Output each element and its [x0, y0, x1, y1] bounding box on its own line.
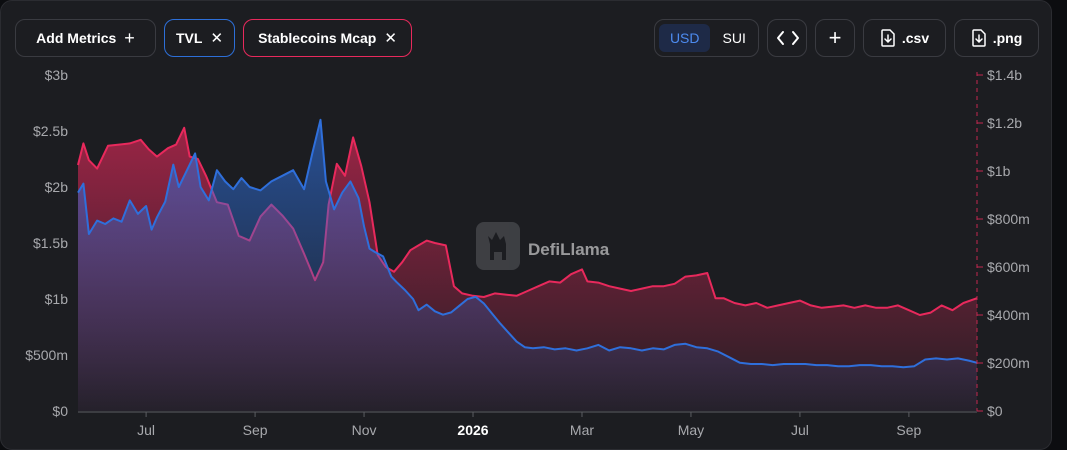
y-left-tick-label: $1b [45, 291, 69, 307]
add-metrics-label: Add Metrics [36, 30, 117, 46]
x-tick-label: Sep [243, 422, 268, 438]
y-left-tick-label: $2b [45, 179, 69, 195]
series-line-stable [77, 126, 978, 316]
y-right-tick-label: $200m [987, 355, 1030, 371]
plus-icon: + [828, 25, 842, 50]
csv-label: .csv [901, 30, 930, 46]
page-scrollbar[interactable] [1052, 0, 1067, 450]
y-right-tick-label: $800m [987, 211, 1030, 227]
y-right-tick-label: $600m [987, 259, 1030, 275]
x-tick-label: Mar [570, 422, 594, 438]
download-png-button[interactable]: .png [954, 19, 1039, 57]
plus-icon: + [124, 28, 135, 48]
y-right-tick-label: $0 [987, 403, 1003, 419]
close-icon[interactable]: ✕ [210, 29, 224, 47]
png-label: .png [992, 30, 1023, 46]
add-chart-button[interactable]: + [815, 19, 855, 57]
close-icon[interactable]: ✕ [384, 29, 397, 47]
currency-sui-option[interactable]: SUI [722, 30, 746, 46]
chart-toolbar: Add Metrics + TVL ✕ Stablecoins Mcap ✕ U… [0, 0, 1052, 62]
y-left-tick-label: $500m [25, 347, 68, 363]
defillama-watermark: DefiLlama [476, 222, 610, 270]
x-tick-label: Jul [791, 422, 809, 438]
x-tick-label: 2026 [457, 422, 488, 438]
series-area-tvl [78, 119, 977, 412]
currency-toggle: USD SUI [654, 19, 759, 57]
y-right-tick-label: $1.4b [987, 67, 1022, 83]
y-left-tick-label: $1.5b [33, 235, 68, 251]
y-right-tick-label: $1b [987, 163, 1011, 179]
metric-chip-label: Stablecoins Mcap [258, 30, 377, 46]
y-left-tick-label: $0 [52, 403, 68, 419]
series-line-tvl [77, 118, 978, 369]
code-icon [777, 31, 799, 45]
metric-chip-stablecoins-mcap[interactable]: Stablecoins Mcap ✕ [243, 19, 412, 57]
x-tick-label: Jul [137, 422, 155, 438]
y-right-tick-label: $400m [987, 307, 1030, 323]
y-left-tick-label: $2.5b [33, 123, 68, 139]
y-left-tick-label: $3b [45, 67, 69, 83]
download-icon [881, 29, 895, 47]
x-tick-label: Sep [896, 422, 921, 438]
currency-usd-option[interactable]: USD [659, 24, 711, 52]
llama-logo-icon [476, 222, 520, 270]
y-right-tick-label: $1.2b [987, 115, 1022, 131]
watermark-text: DefiLlama [528, 240, 610, 259]
add-metrics-button[interactable]: Add Metrics + [15, 19, 156, 57]
download-csv-button[interactable]: .csv [863, 19, 946, 57]
metric-chip-tvl[interactable]: TVL ✕ [164, 19, 235, 57]
x-tick-label: Nov [352, 422, 377, 438]
x-tick-label: May [678, 422, 704, 438]
embed-button[interactable] [767, 19, 807, 57]
metric-chip-label: TVL [175, 30, 203, 46]
download-icon [971, 29, 986, 47]
